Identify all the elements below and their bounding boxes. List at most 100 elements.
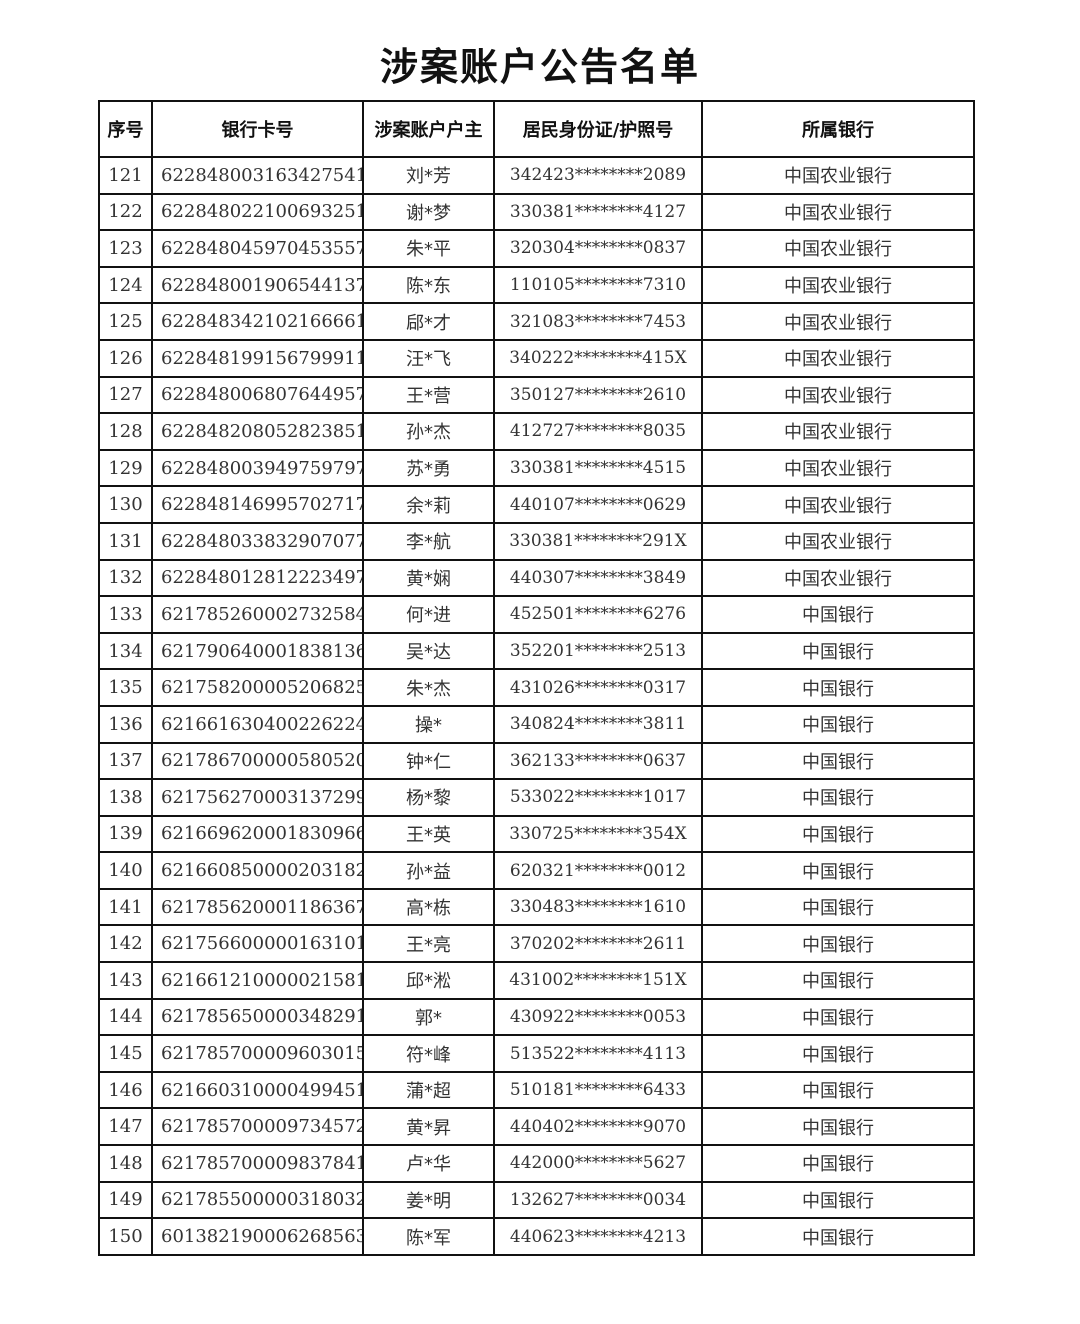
cell-account-holder: 朱*杰 xyxy=(362,668,495,707)
cell-index: 147 xyxy=(98,1107,153,1147)
cell-index: 126 xyxy=(98,338,153,378)
cell-id-number: 330381********4127 xyxy=(493,192,703,232)
table-row: 143 6216612100000215818 邱*淞 431002********1… xyxy=(98,961,975,1000)
table-row: 138 6217562700031372997 杨*黎 533022********1… xyxy=(98,778,975,817)
cell-id-number: 330381********291X xyxy=(493,521,703,561)
table-row: 137 6217867000005805201 钟*仁 362133********0… xyxy=(98,741,975,781)
cell-card-number: 6217857000098378415 xyxy=(151,1144,364,1183)
cell-id-number: 431002********151X xyxy=(493,961,703,1000)
cell-account-holder: 蒲*超 xyxy=(362,1070,495,1110)
cell-bank: 中国银行 xyxy=(701,1107,975,1147)
cell-account-holder: 汪*飞 xyxy=(362,338,495,378)
cell-account-holder: 何*进 xyxy=(362,595,495,634)
table-row: 139 6216696200018309667 王*英 330725********3… xyxy=(98,814,975,854)
cell-index: 133 xyxy=(98,595,153,634)
cell-id-number: 513522********4113 xyxy=(493,1034,703,1073)
cell-id-number: 412727********8035 xyxy=(493,412,703,451)
cell-index: 122 xyxy=(98,192,153,232)
cell-bank: 中国银行 xyxy=(701,741,975,781)
cell-card-number: 6217857000097345720 xyxy=(151,1107,364,1147)
cell-bank: 中国银行 xyxy=(701,1217,975,1256)
cell-bank: 中国农业银行 xyxy=(701,485,975,524)
cell-id-number: 340222********415X xyxy=(493,338,703,378)
cell-card-number: 6216603100004994518 xyxy=(151,1070,364,1110)
cell-id-number: 510181********6433 xyxy=(493,1070,703,1110)
table-row: 123 6228480459704535572 朱*平 320304********0… xyxy=(98,229,975,268)
cell-account-holder: 邱*淞 xyxy=(362,961,495,1000)
cell-bank: 中国银行 xyxy=(701,668,975,707)
cell-card-number: 6217867000005805201 xyxy=(151,741,364,781)
header-bank: 所属银行 xyxy=(701,100,975,158)
cell-card-number: 6217857000096030158 xyxy=(151,1034,364,1073)
cell-account-holder: 朱*平 xyxy=(362,229,495,268)
cell-id-number: 620321********0012 xyxy=(493,851,703,890)
cell-card-number: 6228480221006932513 xyxy=(151,192,364,232)
cell-card-number: 6228480039497597979 xyxy=(151,448,364,488)
cell-account-holder: 王*营 xyxy=(362,375,495,415)
cell-card-number: 6228483421021666610 xyxy=(151,302,364,341)
cell-id-number: 431026********0317 xyxy=(493,668,703,707)
cell-index: 128 xyxy=(98,412,153,451)
cell-card-number: 6228481469957027176 xyxy=(151,485,364,524)
cell-bank: 中国银行 xyxy=(701,1034,975,1073)
cell-index: 138 xyxy=(98,778,153,817)
cell-card-number: 6228480019065441370 xyxy=(151,265,364,305)
cell-index: 131 xyxy=(98,521,153,561)
cell-card-number: 6217566000001631019 xyxy=(151,924,364,964)
cell-card-number: 6228480128122234973 xyxy=(151,558,364,598)
cell-account-holder: 吴*达 xyxy=(362,631,495,671)
cell-card-number: 6217856200011863672 xyxy=(151,887,364,927)
cell-bank: 中国银行 xyxy=(701,814,975,854)
cell-index: 129 xyxy=(98,448,153,488)
table-row: 127 6228480068076449575 王*营 350127********2… xyxy=(98,375,975,415)
cell-card-number: 6228480338329070779 xyxy=(151,521,364,561)
cell-index: 130 xyxy=(98,485,153,524)
table-row: 130 6228481469957027176 余*莉 440107********0… xyxy=(98,485,975,524)
cell-index: 132 xyxy=(98,558,153,598)
cell-id-number: 440623********4213 xyxy=(493,1217,703,1256)
cell-card-number: 6228480068076449575 xyxy=(151,375,364,415)
cell-account-holder: 高*栋 xyxy=(362,887,495,927)
cell-card-number: 6216696200018309667 xyxy=(151,814,364,854)
table-row: 135 6217582000052068251 朱*杰 431026********0… xyxy=(98,668,975,707)
table-header-row: 序号 银行卡号 涉案账户户主 居民身份证/护照号 所属银行 xyxy=(98,100,975,158)
header-id-number: 居民身份证/护照号 xyxy=(493,100,703,158)
cell-index: 142 xyxy=(98,924,153,964)
table-row: 149 6217855000003180320 姜*明 132627********0… xyxy=(98,1180,975,1220)
cell-id-number: 533022********1017 xyxy=(493,778,703,817)
cell-bank: 中国农业银行 xyxy=(701,192,975,232)
cell-bank: 中国银行 xyxy=(701,1070,975,1110)
cell-id-number: 110105********7310 xyxy=(493,265,703,305)
table-row: 134 6217906400018381369 吴*达 352201********2… xyxy=(98,631,975,671)
cell-card-number: 6228481991567999114 xyxy=(151,338,364,378)
cell-card-number: 6228480459704535572 xyxy=(151,229,364,268)
cell-card-number: 6217562700031372997 xyxy=(151,778,364,817)
cell-bank: 中国农业银行 xyxy=(701,558,975,598)
cell-id-number: 442000********5627 xyxy=(493,1144,703,1183)
cell-account-holder: 余*莉 xyxy=(362,485,495,524)
cell-card-number: 6217855000003180320 xyxy=(151,1180,364,1220)
cell-account-holder: 王*英 xyxy=(362,814,495,854)
cell-card-number: 6217852600027325844 xyxy=(151,595,364,634)
cell-id-number: 320304********0837 xyxy=(493,229,703,268)
table-row: 133 6217852600027325844 何*进 452501********6… xyxy=(98,595,975,634)
table-row: 146 6216603100004994518 蒲*超 510181********6… xyxy=(98,1070,975,1110)
cell-card-number: 6217582000052068251 xyxy=(151,668,364,707)
table-body: 121 6228480031634275411 刘*芳 342423********2… xyxy=(98,156,975,1256)
cell-index: 148 xyxy=(98,1144,153,1183)
cell-account-holder: 郭* xyxy=(362,997,495,1037)
table-row: 144 6217856500003482914 郭* 430922********00… xyxy=(98,997,975,1037)
cell-index: 139 xyxy=(98,814,153,854)
cell-card-number: 6013821900062685636 xyxy=(151,1217,364,1256)
cell-index: 127 xyxy=(98,375,153,415)
cell-index: 121 xyxy=(98,156,153,195)
cell-id-number: 342423********2089 xyxy=(493,156,703,195)
table-row: 125 6228483421021666610 郈*才 321083********7… xyxy=(98,302,975,341)
cell-bank: 中国银行 xyxy=(701,1180,975,1220)
cell-account-holder: 苏*勇 xyxy=(362,448,495,488)
cell-account-holder: 操* xyxy=(362,704,495,744)
cell-index: 125 xyxy=(98,302,153,341)
cell-index: 150 xyxy=(98,1217,153,1256)
cell-id-number: 430922********0053 xyxy=(493,997,703,1037)
cell-bank: 中国银行 xyxy=(701,887,975,927)
